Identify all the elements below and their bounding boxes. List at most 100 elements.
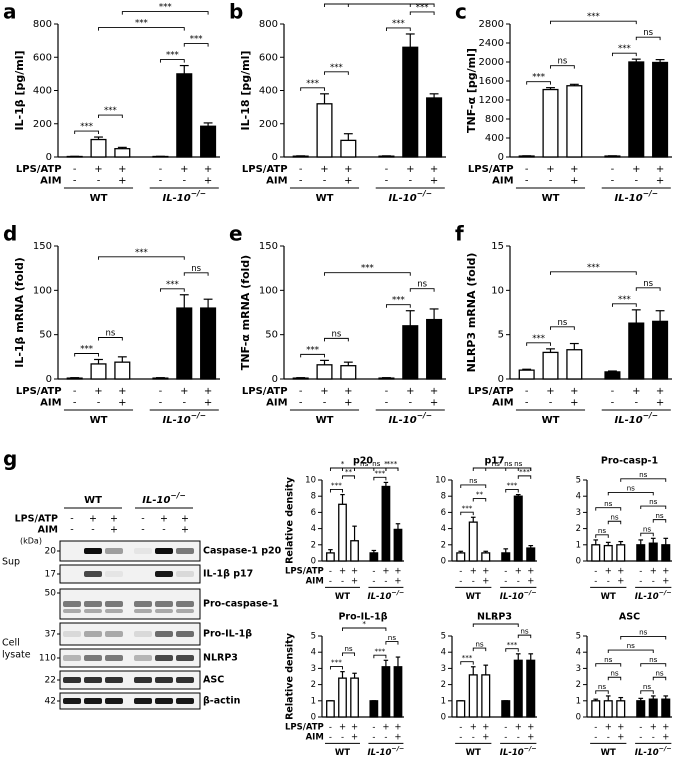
bar [526,547,536,562]
blot-band [155,677,173,683]
y-tick-label: 400 [485,133,504,144]
bar [350,677,359,718]
kda-marker: 50 [45,589,57,599]
y-tick-label: 2 [311,680,316,690]
group-name: WT [542,193,560,204]
bar [456,700,466,718]
blot-band [176,698,194,704]
y-tick-label: 1 [311,696,316,706]
bar [513,659,523,718]
panel-letter: c [455,0,467,24]
y-tick-label: 5 [311,632,316,642]
treatment-sign: - [97,398,101,409]
treatment-sign: + [656,386,664,397]
group-name: IL-10 [163,193,191,204]
y-tick-label: 0 [46,374,52,385]
y-tick-label: 10 [435,476,446,486]
treatment-sign: + [394,567,401,577]
treatment-sign: - [634,398,638,409]
significance-bracket [472,498,487,502]
y-tick-label: 8 [441,492,446,502]
treatment-sign: + [204,398,212,409]
treatment-sign: - [639,723,642,733]
group-name: WT [466,747,481,757]
y-tick-label: 1 [576,540,581,550]
treatment-label: LPS/ATP [285,567,324,577]
group-name: WT [90,415,108,426]
significance-label: *** [519,467,530,476]
treatment-sign: + [351,732,358,742]
treatment-sign: - [384,732,387,742]
significance-bracket [354,467,399,471]
treatment-sign: - [594,732,597,742]
treatment-sign: + [394,576,401,586]
significance-bracket [640,690,654,694]
bar [518,155,535,158]
significance-label: ns [514,459,523,468]
treatment-sign: - [525,164,529,175]
panel-letter: a [3,0,17,24]
treatment-sign: + [605,723,612,733]
kda-marker: 110 [39,654,56,664]
treatment-sign: + [204,386,212,397]
significance-label: *** [416,3,429,13]
treatment-sign: + [617,732,624,742]
significance-label: *** [361,264,374,274]
treatment-sign: - [73,164,77,175]
treatment-label: AIM [306,576,324,586]
treatment-sign: + [546,164,554,175]
blot-row-label: ASC [203,675,224,686]
significance-bracket [183,272,209,276]
bar [338,503,347,562]
bar [518,369,535,380]
significance-label: *** [306,345,319,355]
y-tick-label: 0 [498,374,504,385]
treatment-sign: + [204,164,212,175]
significance-label: ns [520,626,529,635]
y-tick-label: 10 [305,476,316,486]
treatment-sign: - [525,176,529,187]
significance-bracket [611,52,637,57]
significance-bracket [159,59,185,63]
treatment-sign: - [639,576,642,586]
group-label: IL-10−/− [389,411,432,426]
significance-bracket [183,43,209,47]
y-tick-label: 800 [259,19,278,30]
treatment-sign: + [430,386,438,397]
panel-letter: f [455,222,464,246]
treatment-sign: + [339,567,346,577]
y-tick-label: 2 [441,680,446,690]
blot-band [134,548,152,554]
y-axis-label: IL-1β mRNA (fold) [13,257,26,368]
y-tick-label: 400 [259,86,278,97]
significance-label: ns [417,280,427,290]
treatment-sign: + [617,723,624,733]
y-tick-label: 3 [311,664,316,674]
treatment-sign: - [70,514,73,525]
significance-label: ns [372,459,381,468]
significance-bracket [74,353,99,357]
significance-bracket [300,87,325,91]
bar [456,552,466,562]
treatment-sign: + [339,723,346,733]
treatment-sign: - [385,176,389,187]
treatment-sign: - [329,567,332,577]
treatment-sign: - [73,398,77,409]
bar [292,377,309,380]
group-label: IL-10−/− [367,744,404,757]
bar [378,377,395,380]
treatment-label: AIM [492,176,513,187]
y-tick-label: 0 [576,557,581,567]
treatment-sign: - [323,398,327,409]
treatment-sign: - [91,525,94,536]
blot-band [155,571,173,577]
significance-label: * [384,459,388,468]
y-tick-label: 4 [441,648,446,658]
treatment-sign: - [299,398,303,409]
significance-label: *** [361,0,374,5]
treatment-sign: + [470,723,477,733]
treatment-sign: + [570,164,578,175]
treatment-label: AIM [306,732,324,742]
panel-letter: b [229,0,243,24]
significance-bracket [373,654,387,659]
